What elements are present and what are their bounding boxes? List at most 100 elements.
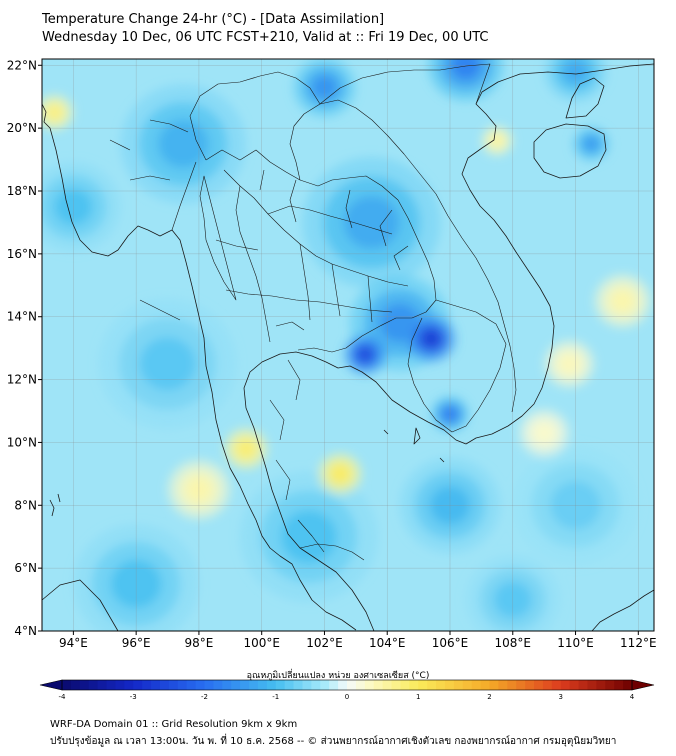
lon-label: 108°E — [495, 636, 532, 650]
colorbar-tick-label: 3 — [559, 693, 563, 701]
colorbar-segment — [320, 680, 330, 690]
lat-label: 4°N — [14, 624, 37, 638]
colorbar-segment — [284, 680, 295, 690]
border-thailand — [199, 149, 437, 353]
colorbar-segment — [444, 680, 455, 690]
colorbar-segment — [382, 680, 393, 690]
field-blob — [343, 196, 400, 249]
field-blob — [158, 120, 209, 168]
colorbar-segment — [293, 680, 304, 690]
colorbar-segment — [177, 680, 188, 690]
field-blob — [559, 354, 580, 374]
colorbar-tick-label: -3 — [130, 693, 137, 701]
coastlines — [41, 63, 655, 632]
colorbar-segment — [79, 680, 90, 690]
colorbar-segment — [347, 680, 357, 690]
colorbar-segment — [391, 680, 402, 690]
field-blob — [237, 440, 255, 458]
field-blob — [356, 346, 375, 363]
lat-label: 10°N — [7, 435, 37, 449]
colorbar-segment — [70, 680, 81, 690]
footer-line-2: ปรับปรุงข้อมูล ณ เวลา 13:00น. วัน พ. ที่… — [50, 736, 617, 747]
colorbar-tick-label: 2 — [487, 693, 491, 701]
lon-label: 110°E — [557, 636, 594, 650]
colorbar-segment — [311, 680, 321, 690]
map-subtitle: Wednesday 10 Dec, 06 UTC FCST+210, Valid… — [42, 30, 489, 45]
colorbar-segment — [240, 680, 250, 690]
field-blob — [331, 465, 349, 483]
border-laos-vietnam — [289, 99, 517, 413]
colorbar-segment — [106, 680, 117, 690]
field-blob — [450, 59, 481, 80]
colorbar-segment — [142, 680, 152, 690]
lat-label: 8°N — [14, 498, 37, 512]
colorbar-segment — [614, 680, 624, 690]
lat-label: 16°N — [7, 247, 37, 261]
coastline-hainan — [533, 123, 607, 179]
colorbar-segment — [623, 680, 633, 690]
temperature-field — [42, 59, 654, 631]
field-blob — [139, 337, 196, 391]
colorbar-segment — [489, 680, 500, 690]
admin-borders — [109, 63, 517, 561]
lon-label: 94°E — [59, 636, 88, 650]
colorbar-segment — [329, 680, 339, 690]
colorbar-segment — [471, 680, 482, 690]
colorbar-segment — [409, 680, 419, 690]
lat-label: 18°N — [7, 184, 37, 198]
colorbar-segment — [560, 680, 571, 690]
colorbar-segment — [427, 680, 437, 690]
lon-label: 100°E — [243, 636, 280, 650]
coastline-borneo — [591, 589, 655, 632]
lat-label: 14°N — [7, 310, 37, 324]
lon-label: 102°E — [306, 636, 343, 650]
coastline-sumatra — [41, 579, 119, 632]
lon-label: 98°E — [184, 636, 213, 650]
colorbar-segment — [418, 680, 428, 690]
field-blob — [281, 510, 337, 563]
colorbar-segment — [587, 680, 597, 690]
colorbar-segment — [364, 680, 375, 690]
colorbar-segment — [480, 680, 491, 690]
border-cambodia — [407, 299, 507, 433]
colorbar-segment — [213, 680, 223, 690]
lon-label: 112°E — [620, 636, 657, 650]
colorbar-segment — [62, 680, 72, 690]
colorbar-segment — [266, 680, 277, 690]
colorbar-segment — [498, 680, 508, 690]
colorbar-segment — [453, 680, 464, 690]
border-myanmar-inner — [109, 71, 321, 321]
colorbar-segment — [204, 680, 215, 690]
colorbar-tick-label: 0 — [345, 693, 349, 701]
colorbar-segment — [338, 680, 348, 690]
coastline-islands — [383, 427, 445, 463]
lon-label: 106°E — [432, 636, 469, 650]
colorbar: -4 -3 -2 -1 0 1 2 3 4 — [39, 679, 655, 701]
coastline-peninsula-east — [243, 351, 467, 632]
colorbar-segment — [302, 680, 312, 690]
colorbar-segment — [373, 680, 384, 690]
colorbar-segment — [195, 680, 206, 690]
colorbar-segment — [124, 680, 134, 690]
colorbar-segment — [516, 680, 526, 690]
colorbar-segment — [596, 680, 606, 690]
colorbar-segment — [88, 680, 99, 690]
colorbar-border — [61, 679, 633, 691]
colorbar-segment — [534, 680, 544, 690]
colorbar-segment — [186, 680, 197, 690]
lon-label: 104°E — [369, 636, 406, 650]
colorbar-label: อุณหภูมิเปลี่ยนแปลง หน่วย องศาเซลเซียส (… — [246, 671, 430, 681]
lat-label: 20°N — [7, 121, 37, 135]
colorbar-segment — [462, 680, 473, 690]
colorbar-tick-label: -2 — [201, 693, 208, 701]
field-blob — [611, 290, 634, 312]
border-provinces — [215, 169, 409, 553]
colorbar-segment — [222, 680, 232, 690]
field-blob — [534, 423, 555, 443]
map-frame — [41, 58, 655, 632]
border-malaysia — [299, 543, 365, 561]
lon-label: 96°E — [122, 636, 151, 650]
colorbar-segment — [249, 680, 259, 690]
field-blob — [47, 105, 63, 120]
footer-line-1: WRF-DA Domain 01 :: Grid Resolution 9km … — [50, 719, 298, 730]
